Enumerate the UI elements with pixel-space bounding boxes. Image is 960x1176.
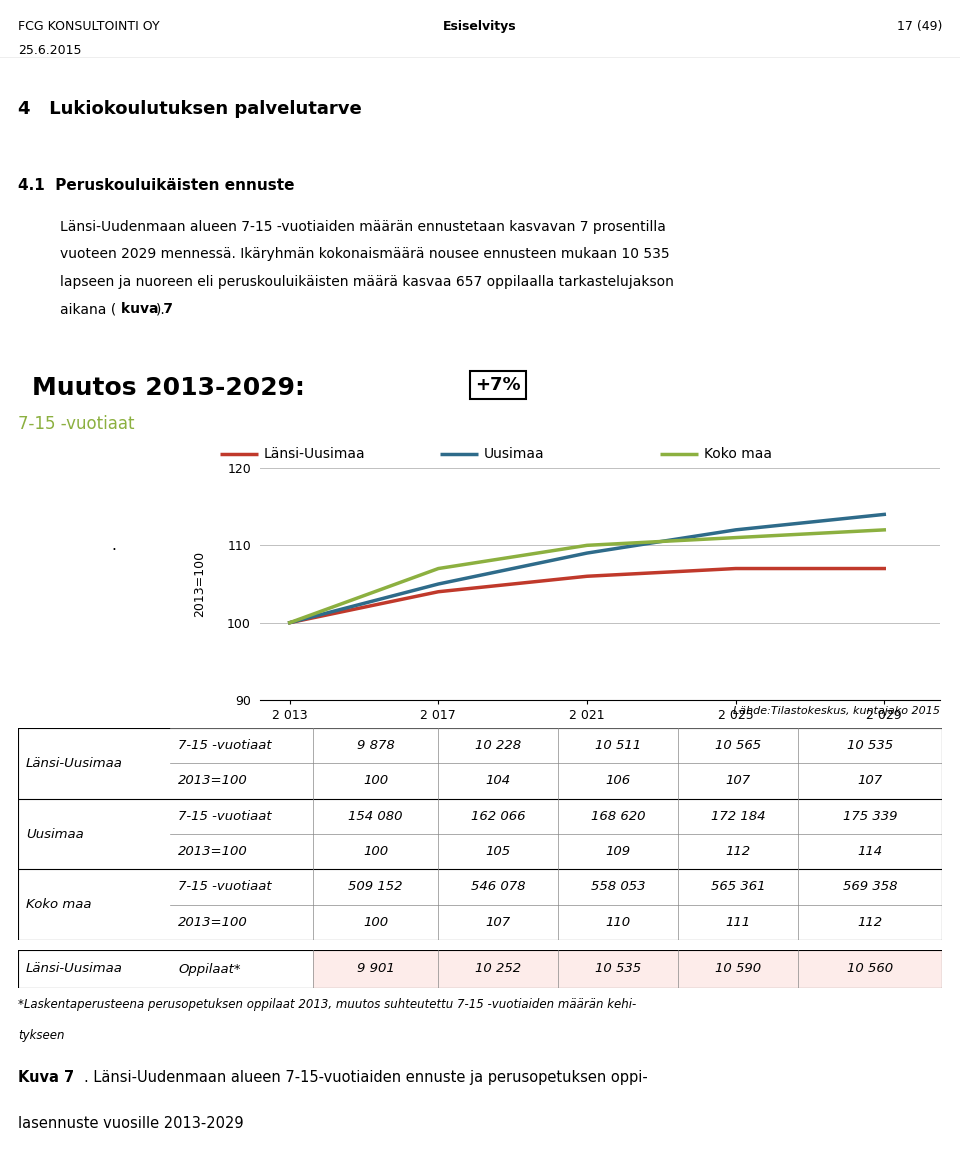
Text: 2013=100: 2013=100: [194, 550, 206, 617]
Text: lasennuste vuosille 2013-2029: lasennuste vuosille 2013-2029: [18, 1116, 244, 1131]
Text: 100: 100: [363, 846, 388, 858]
Text: Oppilaat*: Oppilaat*: [178, 962, 241, 976]
Text: 109: 109: [606, 846, 631, 858]
Text: lapseen ja nuoreen eli peruskouluikäisten määrä kasvaa 657 oppilaalla tarkastelu: lapseen ja nuoreen eli peruskouluikäiste…: [60, 275, 674, 289]
Text: kuva 7: kuva 7: [121, 302, 173, 316]
Text: 4   Lukiokoulutuksen palvelutarve: 4 Lukiokoulutuksen palvelutarve: [18, 100, 362, 118]
Text: Länsi-Uudenmaan alueen 7-15 -vuotiaiden määrän ennustetaan kasvavan 7 prosentill: Länsi-Uudenmaan alueen 7-15 -vuotiaiden …: [60, 220, 666, 234]
Text: 104: 104: [486, 775, 511, 788]
Text: 111: 111: [726, 916, 751, 929]
Text: 7-15 -vuotiaat: 7-15 -vuotiaat: [18, 415, 134, 433]
Text: 10 252: 10 252: [475, 962, 521, 976]
Text: 110: 110: [606, 916, 631, 929]
Text: 7-15 -vuotiaat: 7-15 -vuotiaat: [178, 740, 272, 753]
Text: 168 620: 168 620: [590, 810, 645, 823]
Text: 105: 105: [486, 846, 511, 858]
Text: 17 (49): 17 (49): [897, 20, 942, 33]
Text: tykseen: tykseen: [18, 1029, 64, 1042]
Text: 162 066: 162 066: [470, 810, 525, 823]
Text: 107: 107: [726, 775, 751, 788]
Text: 2013=100: 2013=100: [178, 916, 248, 929]
Text: 546 078: 546 078: [470, 881, 525, 894]
Text: +7%: +7%: [475, 376, 521, 394]
Text: 114: 114: [857, 846, 882, 858]
Text: 10 511: 10 511: [595, 740, 641, 753]
Text: Länsi-Uusimaa: Länsi-Uusimaa: [264, 447, 366, 461]
Text: 565 361: 565 361: [710, 881, 765, 894]
Text: 175 339: 175 339: [843, 810, 898, 823]
Text: Uusimaa: Uusimaa: [484, 447, 544, 461]
Text: 10 560: 10 560: [847, 962, 893, 976]
Text: 100: 100: [363, 775, 388, 788]
Text: 569 358: 569 358: [843, 881, 898, 894]
Text: 2013=100: 2013=100: [178, 846, 248, 858]
Text: aikana (: aikana (: [60, 302, 116, 316]
Text: 2013=100: 2013=100: [178, 775, 248, 788]
Text: 106: 106: [606, 775, 631, 788]
Text: 7-15 -vuotiaat: 7-15 -vuotiaat: [178, 810, 272, 823]
Bar: [313, 950, 942, 988]
Text: 112: 112: [726, 846, 751, 858]
Text: . Länsi-Uudenmaan alueen 7-15-vuotiaiden ennuste ja perusopetuksen oppi-: . Länsi-Uudenmaan alueen 7-15-vuotiaiden…: [84, 1070, 648, 1085]
Text: 4.1  Peruskouluikäisten ennuste: 4.1 Peruskouluikäisten ennuste: [18, 178, 295, 193]
Text: 107: 107: [857, 775, 882, 788]
Text: 10 535: 10 535: [847, 740, 893, 753]
Text: 112: 112: [857, 916, 882, 929]
Text: FCG KONSULTOINTI OY: FCG KONSULTOINTI OY: [18, 20, 159, 33]
Text: 107: 107: [486, 916, 511, 929]
Text: Esiselvitys: Esiselvitys: [444, 20, 516, 33]
Text: Kuva 7: Kuva 7: [18, 1070, 74, 1085]
Text: 10 565: 10 565: [715, 740, 761, 753]
Text: 509 152: 509 152: [348, 881, 403, 894]
Text: 100: 100: [363, 916, 388, 929]
Text: 10 228: 10 228: [475, 740, 521, 753]
Text: Muutos 2013-2029:: Muutos 2013-2029:: [32, 376, 305, 400]
Text: 9 878: 9 878: [356, 740, 395, 753]
Text: Koko maa: Koko maa: [704, 447, 772, 461]
Text: Koko maa: Koko maa: [26, 898, 91, 911]
Text: .: .: [111, 537, 116, 553]
Text: 25.6.2015: 25.6.2015: [18, 44, 82, 56]
Text: 172 184: 172 184: [710, 810, 765, 823]
Text: 558 053: 558 053: [590, 881, 645, 894]
Text: *Laskentaperusteena perusopetuksen oppilaat 2013, muutos suhteutettu 7-15 -vuoti: *Laskentaperusteena perusopetuksen oppil…: [18, 998, 636, 1011]
Text: Länsi-Uusimaa: Länsi-Uusimaa: [26, 962, 123, 976]
Text: ).: ).: [156, 302, 166, 316]
Text: vuoteen 2029 mennessä. Ikäryhmän kokonaismäärä nousee ennusteen mukaan 10 535: vuoteen 2029 mennessä. Ikäryhmän kokonai…: [60, 247, 670, 261]
Text: 9 901: 9 901: [356, 962, 395, 976]
Text: 154 080: 154 080: [348, 810, 403, 823]
Text: 7-15 -vuotiaat: 7-15 -vuotiaat: [178, 881, 272, 894]
Text: 10 535: 10 535: [595, 962, 641, 976]
Text: 10 590: 10 590: [715, 962, 761, 976]
Text: Länsi-Uusimaa: Länsi-Uusimaa: [26, 757, 123, 770]
Text: Lähde:Tilastokeskus, kuntajako 2015: Lähde:Tilastokeskus, kuntajako 2015: [733, 706, 940, 716]
Text: Uusimaa: Uusimaa: [26, 828, 84, 841]
